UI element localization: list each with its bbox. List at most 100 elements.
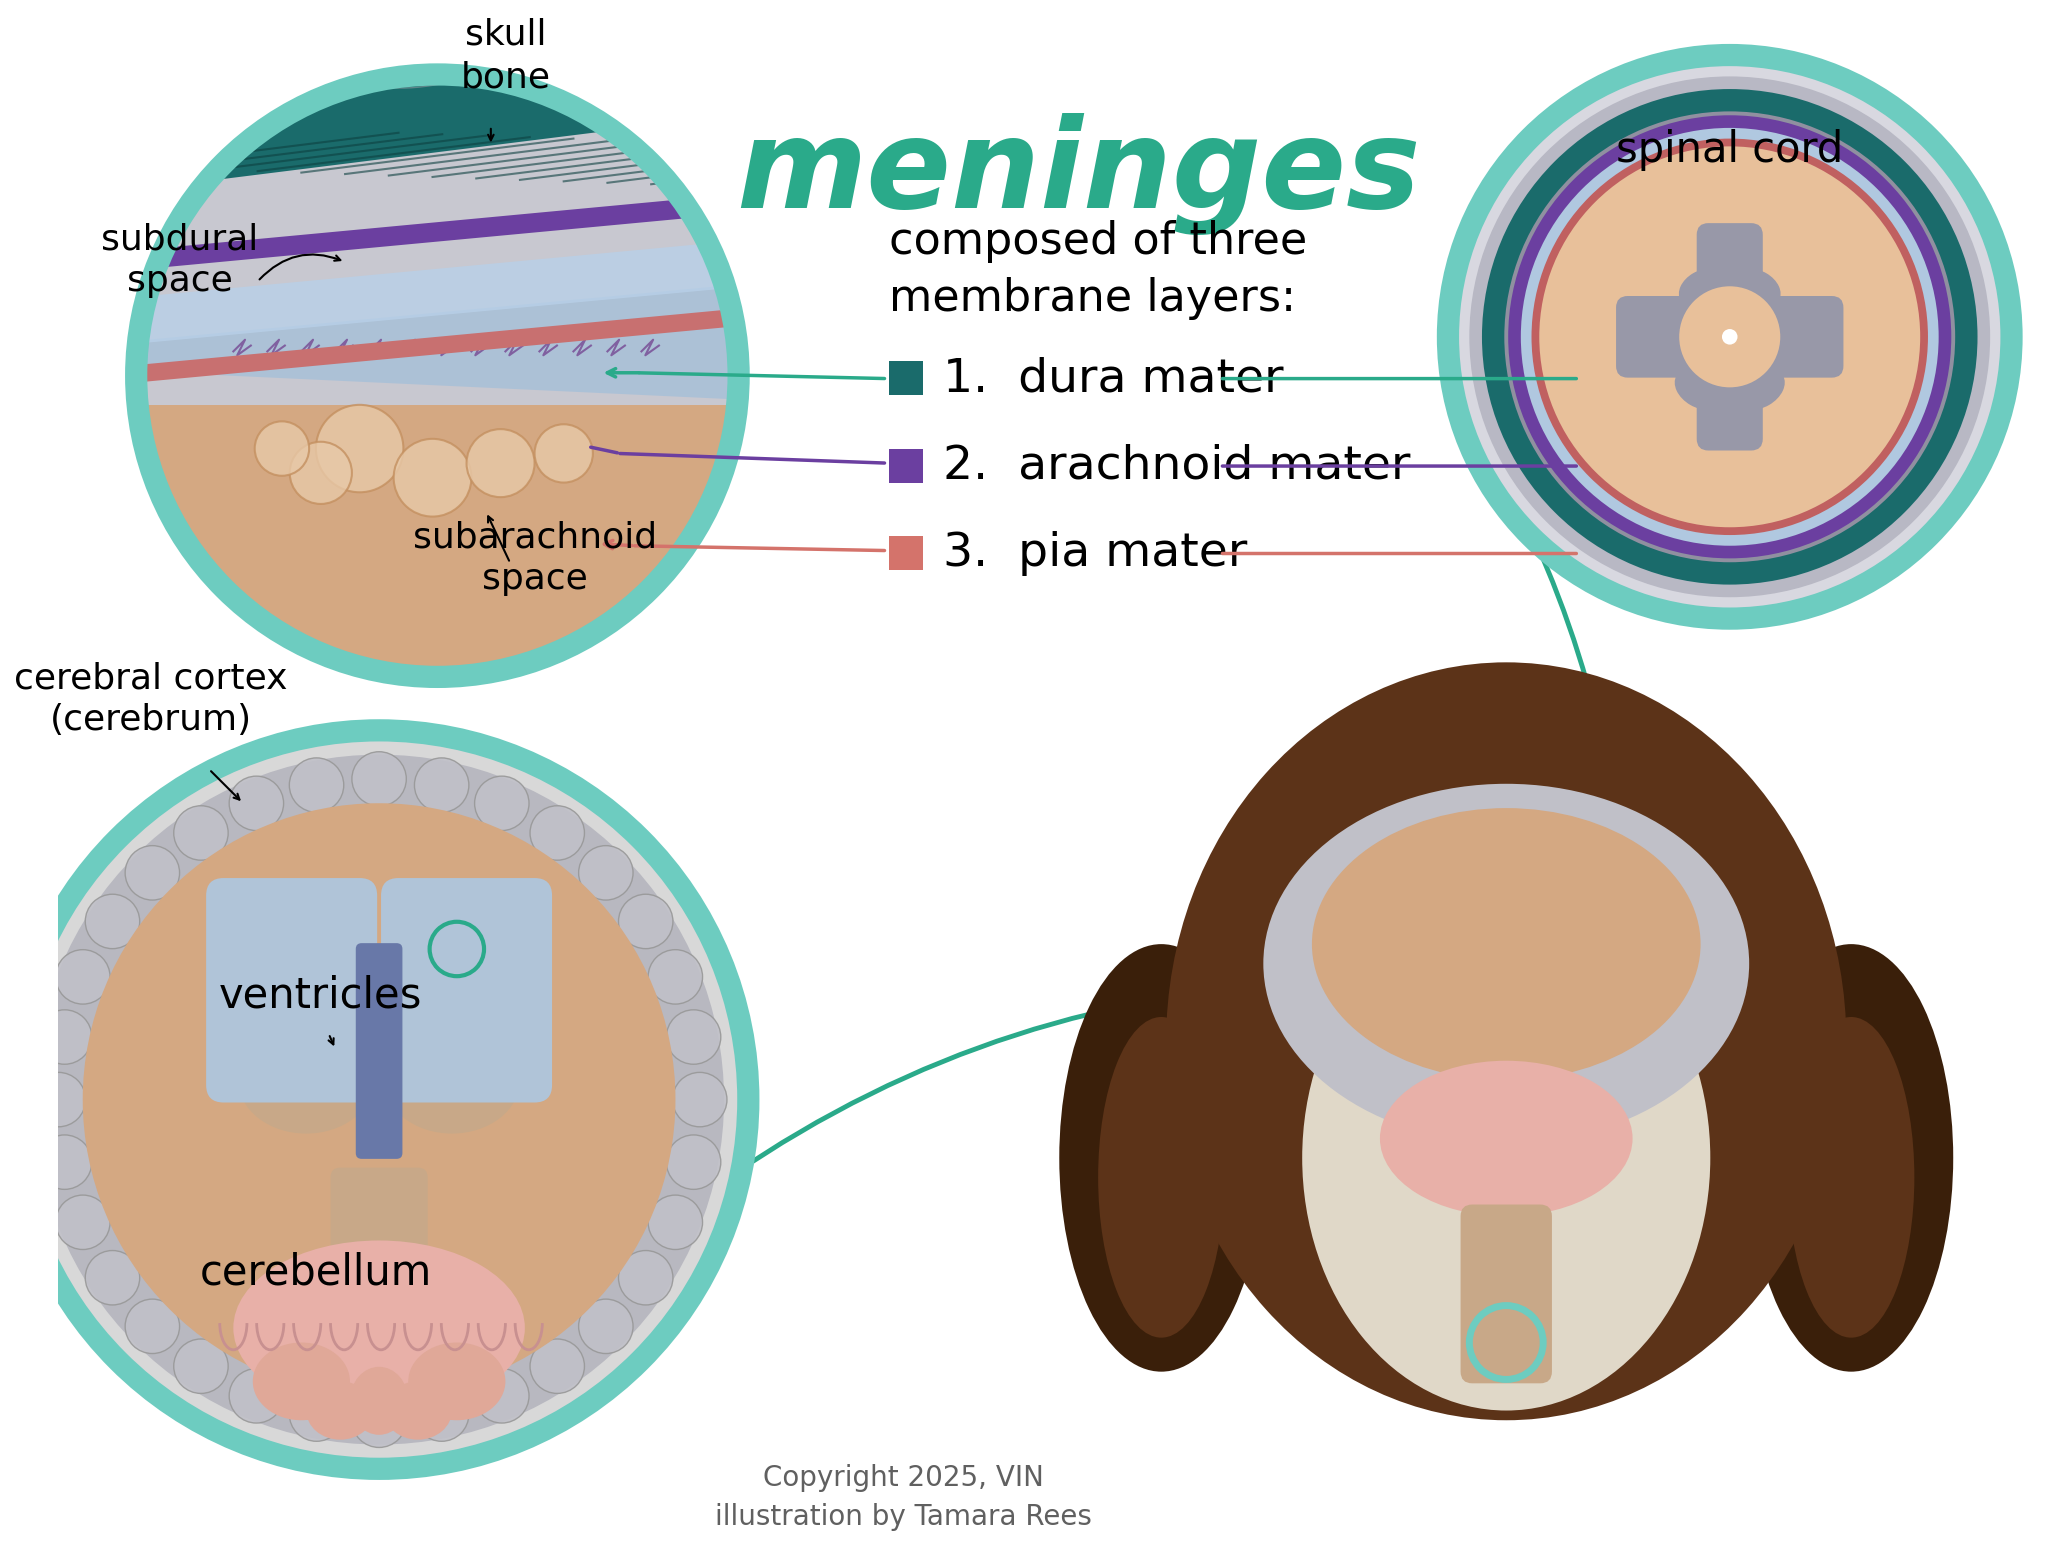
Circle shape: [530, 1339, 584, 1393]
Circle shape: [619, 1250, 673, 1305]
Text: subarachnoid
space: subarachnoid space: [413, 520, 656, 596]
Circle shape: [37, 1009, 91, 1064]
Polygon shape: [126, 0, 749, 104]
Circle shape: [1505, 112, 1955, 562]
Circle shape: [1540, 146, 1920, 528]
Ellipse shape: [305, 1381, 374, 1440]
Ellipse shape: [1674, 368, 1726, 410]
Circle shape: [56, 1196, 109, 1250]
Circle shape: [535, 424, 592, 483]
Polygon shape: [126, 31, 749, 191]
Text: 2.  arachnoid mater: 2. arachnoid mater: [943, 444, 1410, 489]
FancyBboxPatch shape: [890, 362, 923, 394]
Ellipse shape: [1381, 1061, 1633, 1216]
Polygon shape: [126, 239, 749, 345]
Circle shape: [578, 846, 634, 901]
Circle shape: [673, 1073, 727, 1127]
Circle shape: [415, 1387, 469, 1441]
Text: 3.  pia mater: 3. pia mater: [943, 531, 1247, 576]
Circle shape: [1455, 62, 2004, 610]
FancyBboxPatch shape: [206, 877, 378, 1103]
Circle shape: [648, 950, 702, 1005]
Circle shape: [144, 82, 731, 669]
Circle shape: [619, 895, 673, 949]
Circle shape: [173, 806, 229, 860]
Circle shape: [1509, 115, 1950, 559]
Circle shape: [667, 1009, 720, 1064]
FancyBboxPatch shape: [1616, 297, 1843, 377]
Ellipse shape: [1736, 368, 1785, 410]
Circle shape: [229, 776, 283, 831]
Circle shape: [394, 439, 471, 517]
Circle shape: [667, 1135, 720, 1190]
Circle shape: [351, 752, 407, 806]
Circle shape: [530, 806, 584, 860]
Circle shape: [1680, 286, 1781, 387]
Text: 1.  dura mater: 1. dura mater: [943, 356, 1284, 401]
Text: spinal cord: spinal cord: [1616, 129, 1843, 171]
Circle shape: [254, 421, 310, 475]
Circle shape: [126, 1300, 180, 1354]
Ellipse shape: [1302, 905, 1711, 1410]
Polygon shape: [126, 405, 749, 686]
Ellipse shape: [1313, 808, 1701, 1081]
Polygon shape: [126, 283, 749, 401]
FancyBboxPatch shape: [890, 449, 923, 483]
Circle shape: [31, 1073, 85, 1127]
Ellipse shape: [1748, 944, 1953, 1371]
Circle shape: [1470, 76, 1990, 598]
Circle shape: [289, 758, 345, 812]
Ellipse shape: [1736, 269, 1781, 307]
Ellipse shape: [1166, 662, 1847, 1421]
Circle shape: [83, 803, 675, 1396]
Circle shape: [37, 1135, 91, 1190]
Ellipse shape: [237, 1027, 374, 1134]
Ellipse shape: [1263, 784, 1748, 1143]
Text: meninges: meninges: [737, 113, 1420, 236]
Circle shape: [415, 758, 469, 812]
Circle shape: [1482, 89, 1977, 584]
Text: skull
bone: skull bone: [460, 19, 551, 95]
Ellipse shape: [233, 1241, 524, 1415]
FancyBboxPatch shape: [1461, 1205, 1552, 1384]
FancyBboxPatch shape: [355, 943, 402, 1159]
Circle shape: [316, 405, 402, 492]
Circle shape: [1721, 329, 1738, 345]
Circle shape: [35, 755, 724, 1444]
Polygon shape: [126, 307, 749, 384]
Ellipse shape: [384, 1027, 520, 1134]
Circle shape: [475, 1368, 528, 1423]
Circle shape: [1531, 138, 1928, 536]
Circle shape: [19, 738, 741, 1461]
Ellipse shape: [351, 1367, 409, 1435]
Circle shape: [229, 1368, 283, 1423]
Circle shape: [85, 895, 140, 949]
Text: cerebellum: cerebellum: [200, 1252, 431, 1294]
FancyBboxPatch shape: [1697, 224, 1763, 450]
Circle shape: [85, 1250, 140, 1305]
Circle shape: [56, 950, 109, 1005]
Circle shape: [351, 1393, 407, 1447]
Ellipse shape: [384, 1381, 452, 1440]
Text: ventricles: ventricles: [219, 974, 423, 1016]
Circle shape: [173, 1339, 229, 1393]
Ellipse shape: [1678, 269, 1723, 307]
FancyBboxPatch shape: [330, 1168, 427, 1303]
Circle shape: [126, 846, 180, 901]
Ellipse shape: [1787, 1017, 1915, 1337]
Circle shape: [466, 429, 535, 497]
Ellipse shape: [252, 1342, 351, 1421]
Text: Copyright 2025, VIN
illustration by Tamara Rees: Copyright 2025, VIN illustration by Tama…: [716, 1464, 1092, 1531]
Circle shape: [289, 1387, 345, 1441]
FancyBboxPatch shape: [382, 877, 551, 1103]
Text: subdural
space: subdural space: [101, 222, 258, 298]
Circle shape: [578, 1300, 634, 1354]
Circle shape: [289, 441, 351, 503]
Ellipse shape: [1059, 944, 1263, 1371]
Polygon shape: [126, 193, 749, 270]
Ellipse shape: [409, 1342, 506, 1421]
Circle shape: [475, 776, 528, 831]
Ellipse shape: [1098, 1017, 1224, 1337]
FancyBboxPatch shape: [890, 536, 923, 570]
Text: composed of three
membrane layers:: composed of three membrane layers:: [890, 221, 1307, 320]
